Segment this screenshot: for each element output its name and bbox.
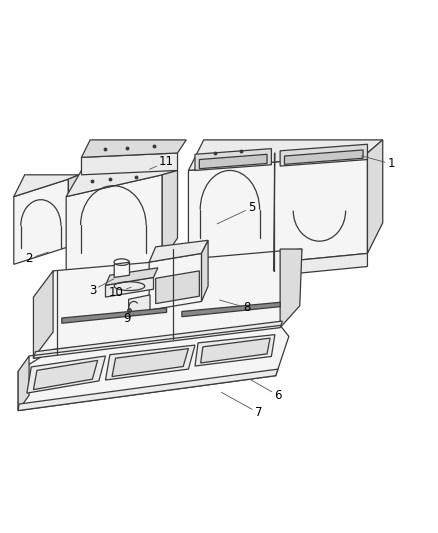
Text: 5: 5	[217, 201, 255, 224]
Polygon shape	[162, 171, 177, 260]
Polygon shape	[285, 150, 363, 164]
Polygon shape	[27, 356, 106, 393]
Polygon shape	[201, 338, 270, 363]
Text: 2: 2	[25, 252, 48, 265]
Polygon shape	[188, 153, 367, 271]
Polygon shape	[66, 171, 177, 197]
Polygon shape	[114, 262, 130, 277]
Polygon shape	[201, 240, 208, 302]
Polygon shape	[149, 240, 208, 262]
Polygon shape	[195, 149, 272, 171]
Polygon shape	[18, 369, 278, 410]
Text: 10: 10	[109, 286, 131, 299]
Polygon shape	[280, 249, 302, 328]
Polygon shape	[14, 175, 79, 197]
Polygon shape	[106, 268, 158, 285]
Polygon shape	[367, 140, 383, 253]
Polygon shape	[188, 253, 367, 284]
Polygon shape	[66, 175, 162, 282]
Polygon shape	[129, 295, 150, 314]
Polygon shape	[81, 153, 177, 175]
Text: 8: 8	[219, 300, 251, 314]
Polygon shape	[18, 356, 29, 410]
Polygon shape	[33, 271, 53, 358]
Text: 3: 3	[89, 279, 114, 297]
Polygon shape	[62, 308, 166, 323]
Text: 11: 11	[149, 155, 174, 169]
Polygon shape	[33, 321, 283, 358]
Polygon shape	[195, 335, 275, 366]
Polygon shape	[106, 345, 195, 380]
Polygon shape	[81, 140, 186, 157]
Polygon shape	[280, 144, 367, 166]
Polygon shape	[68, 175, 79, 247]
Text: 7: 7	[222, 392, 262, 419]
Text: 1: 1	[361, 156, 395, 171]
Polygon shape	[14, 179, 68, 264]
Polygon shape	[33, 249, 302, 358]
Text: 6: 6	[250, 379, 282, 402]
Text: 9: 9	[124, 312, 134, 325]
Polygon shape	[33, 360, 98, 390]
Polygon shape	[149, 253, 201, 310]
Polygon shape	[106, 277, 153, 297]
Polygon shape	[188, 140, 383, 171]
Polygon shape	[18, 326, 289, 410]
Polygon shape	[182, 302, 280, 317]
Polygon shape	[112, 349, 188, 376]
Polygon shape	[199, 154, 267, 169]
Polygon shape	[155, 271, 199, 304]
